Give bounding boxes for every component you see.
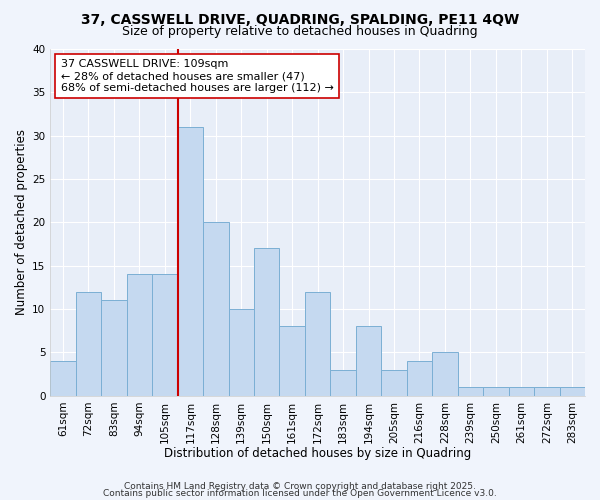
Y-axis label: Number of detached properties: Number of detached properties bbox=[15, 130, 28, 316]
Bar bbox=[152, 274, 178, 396]
Bar bbox=[381, 370, 407, 396]
Bar bbox=[127, 274, 152, 396]
Bar bbox=[101, 300, 127, 396]
Bar bbox=[229, 309, 254, 396]
Text: Size of property relative to detached houses in Quadring: Size of property relative to detached ho… bbox=[122, 25, 478, 38]
Bar bbox=[458, 387, 483, 396]
Text: 37, CASSWELL DRIVE, QUADRING, SPALDING, PE11 4QW: 37, CASSWELL DRIVE, QUADRING, SPALDING, … bbox=[81, 12, 519, 26]
Bar bbox=[178, 127, 203, 396]
Bar bbox=[356, 326, 381, 396]
Bar bbox=[331, 370, 356, 396]
Bar bbox=[432, 352, 458, 396]
Bar bbox=[203, 222, 229, 396]
Text: 37 CASSWELL DRIVE: 109sqm
← 28% of detached houses are smaller (47)
68% of semi-: 37 CASSWELL DRIVE: 109sqm ← 28% of detac… bbox=[61, 60, 334, 92]
Bar bbox=[50, 361, 76, 396]
Bar bbox=[254, 248, 280, 396]
Bar bbox=[407, 361, 432, 396]
Bar bbox=[76, 292, 101, 396]
Text: Contains HM Land Registry data © Crown copyright and database right 2025.: Contains HM Land Registry data © Crown c… bbox=[124, 482, 476, 491]
Bar bbox=[560, 387, 585, 396]
Bar bbox=[280, 326, 305, 396]
Bar bbox=[483, 387, 509, 396]
Text: Contains public sector information licensed under the Open Government Licence v3: Contains public sector information licen… bbox=[103, 489, 497, 498]
Bar bbox=[305, 292, 331, 396]
Bar bbox=[534, 387, 560, 396]
X-axis label: Distribution of detached houses by size in Quadring: Distribution of detached houses by size … bbox=[164, 447, 471, 460]
Bar bbox=[509, 387, 534, 396]
